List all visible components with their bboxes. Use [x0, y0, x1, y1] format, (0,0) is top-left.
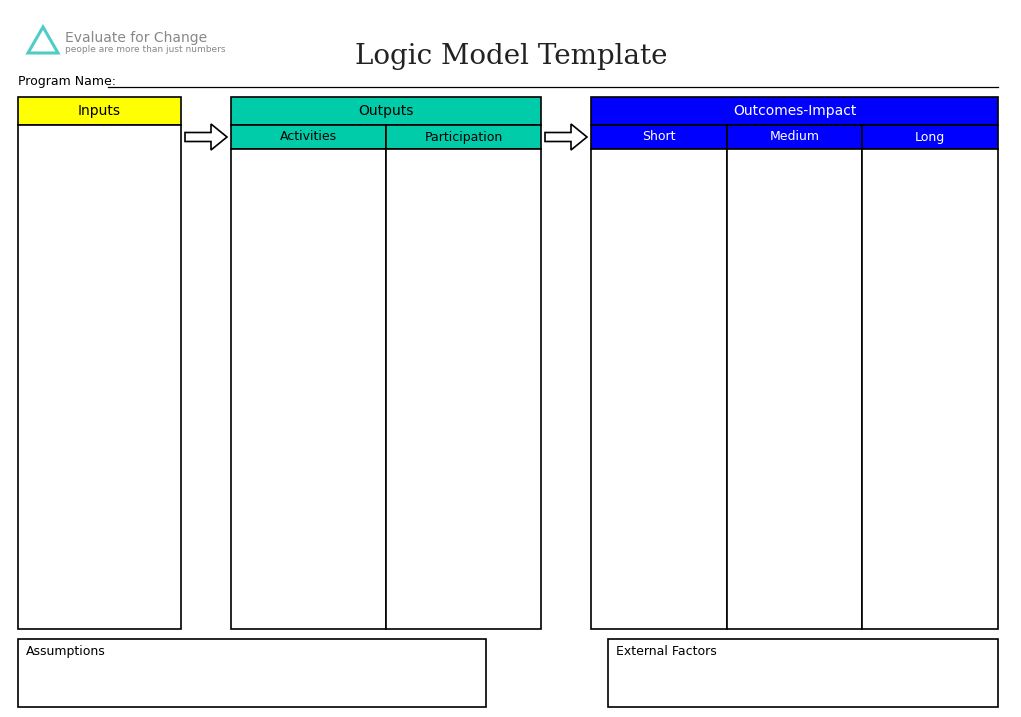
Text: Outputs: Outputs	[358, 104, 414, 118]
Bar	[18, 639, 486, 707]
Bar	[607, 639, 998, 707]
Text: Participation: Participation	[425, 130, 502, 143]
Text: External Factors: External Factors	[616, 645, 717, 658]
Text: Outcomes-Impact: Outcomes-Impact	[733, 104, 857, 118]
Bar	[231, 125, 386, 149]
Text: Logic Model Template: Logic Model Template	[354, 44, 668, 70]
Text: Evaluate for Change: Evaluate for Change	[65, 31, 207, 45]
Text: Long: Long	[915, 130, 945, 143]
Text: Short: Short	[642, 130, 676, 143]
Polygon shape	[545, 124, 587, 150]
Bar	[591, 97, 998, 125]
Bar	[863, 149, 998, 629]
Bar	[591, 125, 727, 149]
Bar	[727, 125, 863, 149]
Bar	[18, 125, 181, 629]
Bar	[231, 97, 541, 125]
Text: Medium: Medium	[770, 130, 820, 143]
Bar	[863, 125, 998, 149]
Text: Assumptions: Assumptions	[26, 645, 106, 658]
Bar	[727, 149, 863, 629]
Text: Program Name:: Program Name:	[18, 75, 116, 88]
Bar	[591, 149, 727, 629]
Polygon shape	[185, 124, 227, 150]
Bar	[231, 149, 386, 629]
Text: Activities: Activities	[280, 130, 337, 143]
Bar	[386, 149, 541, 629]
Text: people are more than just numbers: people are more than just numbers	[65, 45, 226, 54]
Bar	[18, 97, 181, 125]
Text: Inputs: Inputs	[78, 104, 121, 118]
Bar	[386, 125, 541, 149]
